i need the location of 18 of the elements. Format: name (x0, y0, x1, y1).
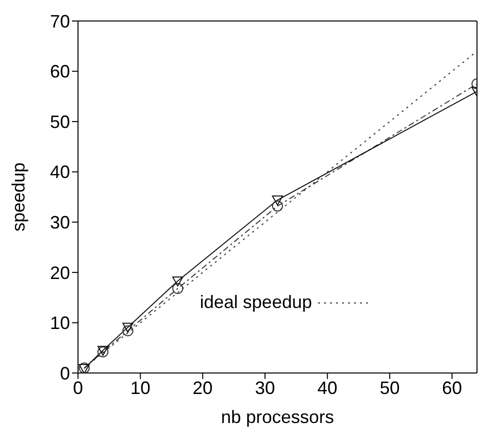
x-tick-label: 0 (72, 378, 84, 398)
y-tick-label: 60 (50, 62, 70, 82)
y-tick-label: 40 (50, 162, 70, 182)
y-tick-label: 10 (50, 313, 70, 334)
y-tick-label: 70 (50, 11, 70, 32)
x-tick-label: 60 (442, 378, 462, 398)
y-tick-label: 30 (50, 212, 70, 233)
x-tick-label: 30 (255, 378, 276, 398)
y-axis-title: speedup (8, 162, 28, 232)
legend-label: ideal speedup (200, 292, 312, 313)
x-tick-label: 10 (130, 378, 150, 398)
y-tick-label: 20 (50, 262, 70, 283)
y-tick-label: 0 (60, 363, 70, 384)
y-tick-label: 50 (50, 112, 70, 132)
x-tick-label: 40 (317, 378, 338, 398)
x-tick-label: 20 (192, 378, 213, 398)
x-axis-title: nb processors (220, 407, 334, 427)
x-tick-label: 50 (380, 378, 400, 398)
